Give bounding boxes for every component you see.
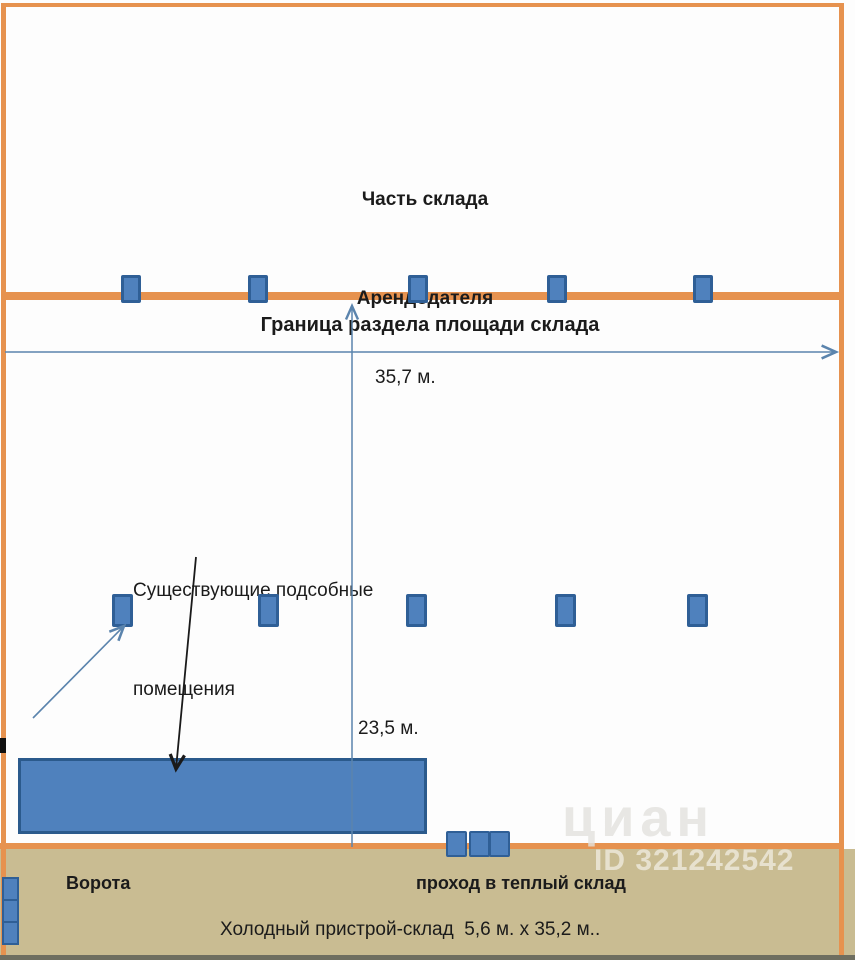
width-dimension-label: 35,7 м.: [375, 367, 436, 388]
column-pillar: [555, 594, 576, 627]
cold-annex-area: [0, 849, 855, 955]
frame-border-top: [3, 3, 844, 7]
column-pillar: [112, 594, 133, 627]
column-pillar: [547, 275, 567, 303]
gates-structure: [2, 877, 19, 945]
pillar-pointer-arrow: [32, 623, 127, 719]
passage-block: [446, 831, 467, 857]
annex-label: Холодный пристрой-склад 5,6 м. х 35,2 м.…: [220, 919, 601, 940]
column-pillar: [121, 275, 141, 303]
boundary-label: Граница раздела площади склада: [260, 314, 600, 336]
passage-block: [489, 831, 510, 857]
utility-rooms-label: Существующие подсобные помещения: [133, 508, 373, 772]
height-dimension-label: 23,5 м.: [358, 718, 419, 739]
column-pillar: [408, 275, 428, 303]
landlord-area-label-line1: Часть склада: [361, 189, 489, 210]
site-logo-watermark: циан: [562, 788, 716, 848]
utility-rooms-block: [18, 758, 427, 834]
gate-cell: [2, 877, 19, 901]
landlord-area-label: Часть склада Арендодателя: [300, 117, 550, 381]
column-pillar: [693, 275, 713, 303]
utility-rooms-label-line2: помещения: [133, 679, 235, 700]
left-edge-mark: [0, 738, 6, 753]
passage-block: [469, 831, 490, 857]
column-pillar: [258, 594, 279, 627]
column-pillar: [406, 594, 427, 627]
utility-rooms-label-line1: Существующие подсобные: [133, 580, 374, 601]
gate-cell: [2, 921, 19, 945]
column-pillar: [248, 275, 268, 303]
gates-label: Ворота: [66, 873, 131, 893]
frame-border-left: [1, 3, 6, 955]
gate-cell: [2, 899, 19, 923]
annex-top-border: [0, 843, 844, 849]
passage-label: проход в теплый склад: [416, 873, 626, 893]
column-pillar: [687, 594, 708, 627]
frame-border-right: [839, 3, 844, 955]
bottom-edge-strip: [0, 955, 855, 960]
